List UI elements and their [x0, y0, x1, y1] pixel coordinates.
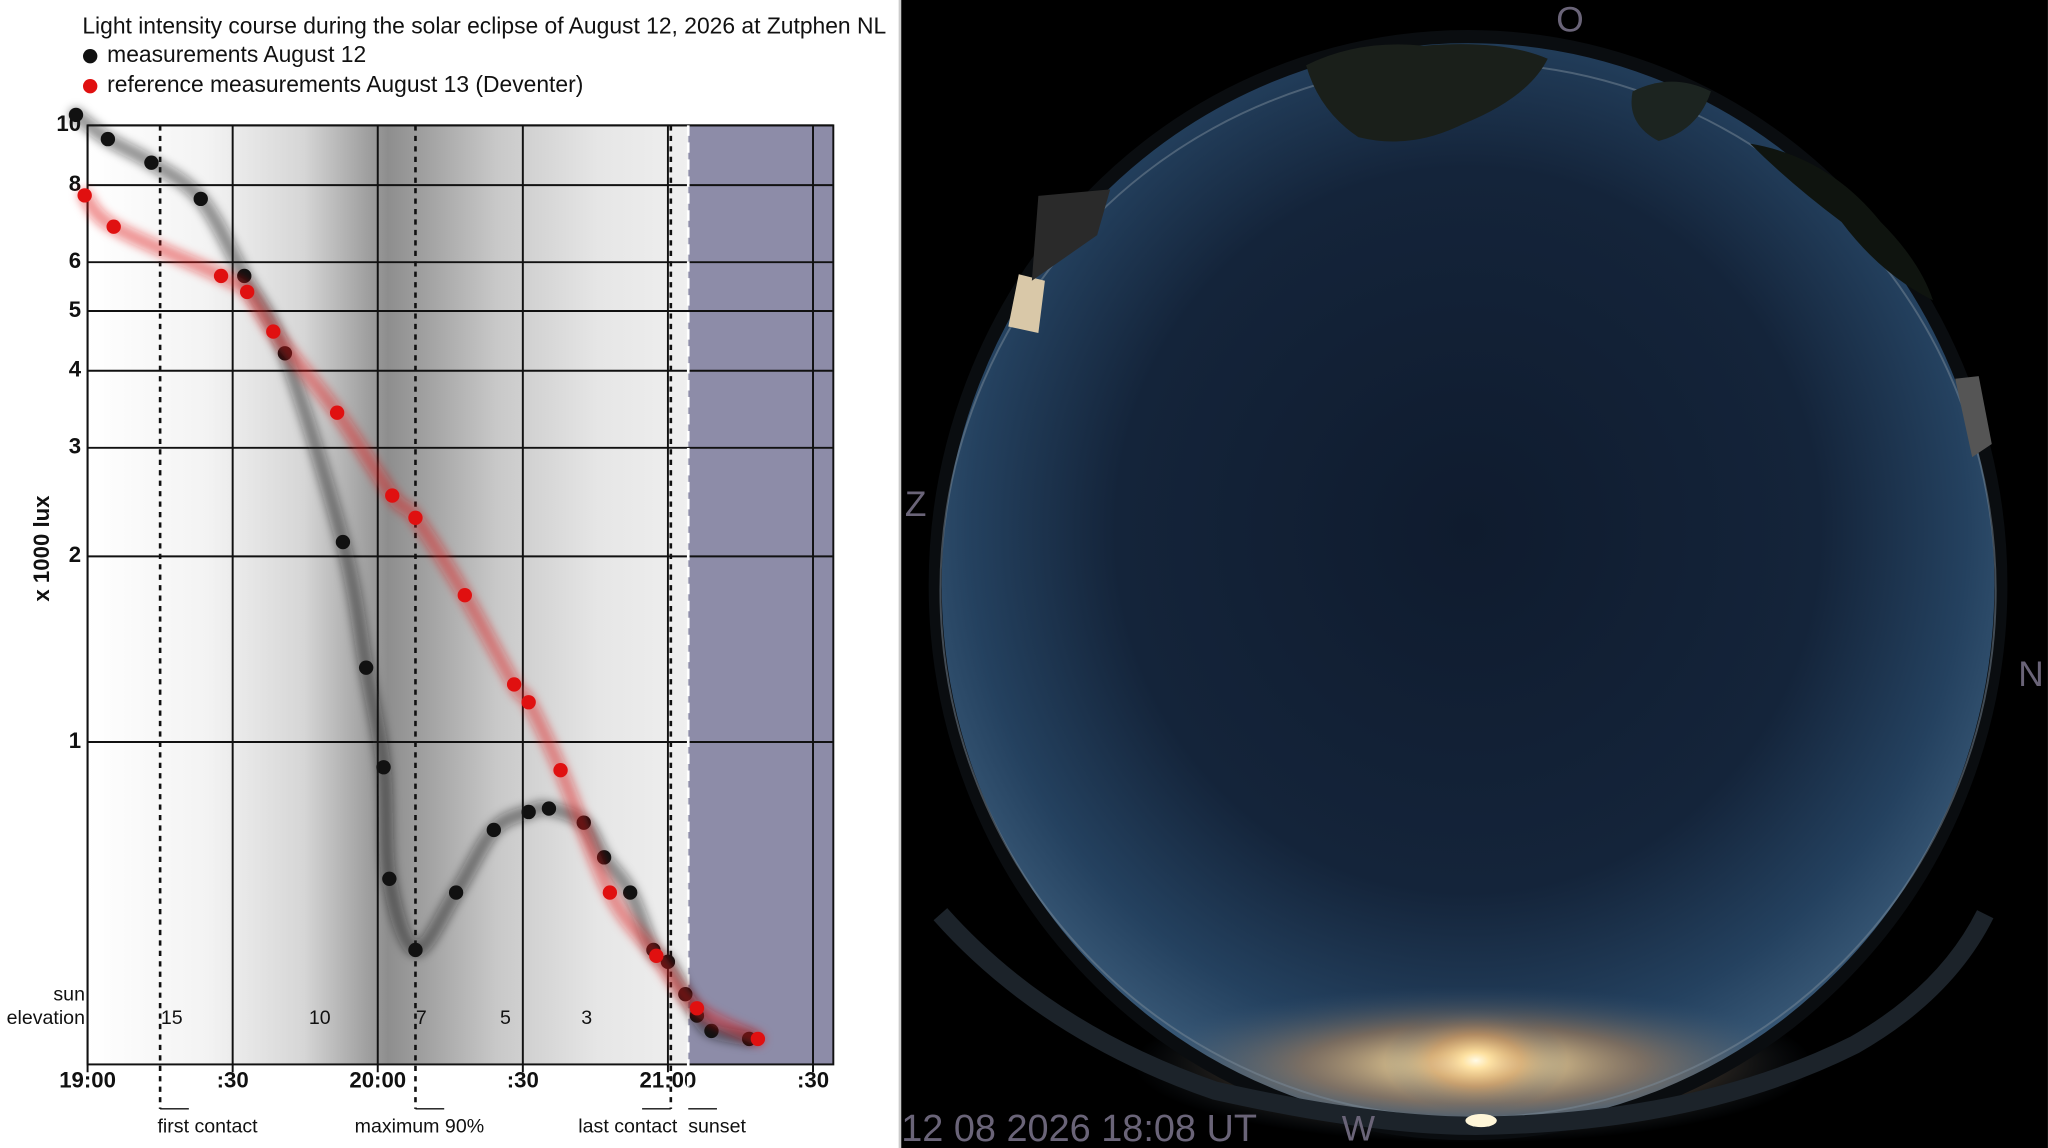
- legend-marker: [83, 79, 98, 94]
- photo-labels: O Z N W 12 08 2026 18:08 UT: [901, 1, 2043, 1148]
- trend-curve: [77, 188, 766, 1047]
- event-label: maximum 90%: [355, 1115, 484, 1137]
- event-label: sunset: [688, 1115, 746, 1137]
- data-point: [68, 107, 84, 123]
- data-point: [239, 284, 255, 300]
- data-point: [506, 677, 522, 692]
- data-point: [649, 948, 664, 964]
- y-tick-label: 8: [69, 171, 81, 196]
- direction-label: Z: [905, 485, 927, 524]
- data-point: [376, 760, 391, 775]
- sun-elevation-value: 7: [416, 1007, 427, 1029]
- data-point: [358, 660, 374, 675]
- data-point: [623, 885, 638, 900]
- sun-elevation-value: 15: [161, 1007, 183, 1029]
- y-axis-label: x 1000 lux: [29, 495, 54, 602]
- data-point: [553, 763, 568, 778]
- direction-label: O: [1556, 1, 1583, 40]
- data-point: [448, 885, 464, 900]
- data-point: [213, 268, 229, 284]
- sun-elevation-label: sun: [53, 983, 85, 1005]
- data-point: [521, 804, 536, 820]
- data-point: [689, 1001, 705, 1016]
- data-point: [266, 324, 281, 339]
- sun-reflection: [1465, 1114, 1497, 1128]
- legend-label: measurements August 12: [107, 41, 366, 67]
- direction-label: W: [1342, 1109, 1376, 1148]
- data-point: [100, 131, 116, 147]
- photo: O Z N W 12 08 2026 18:08 UT: [901, 0, 2048, 1148]
- tree: [1306, 44, 1548, 142]
- data-point: [457, 588, 472, 603]
- tree: [1750, 143, 1933, 301]
- data-point: [486, 822, 502, 838]
- x-tick-label: :30: [797, 1067, 829, 1092]
- building: [1955, 376, 1992, 458]
- y-tick-label: 3: [69, 434, 81, 459]
- event-label: last contact: [578, 1115, 678, 1137]
- building: [1008, 274, 1045, 334]
- data-point: [408, 510, 423, 525]
- x-tick-label: 20:00: [349, 1067, 406, 1092]
- data-point: [106, 219, 121, 234]
- data-point: [521, 695, 536, 710]
- sun: [1384, 1008, 1568, 1113]
- y-tick-label: 5: [69, 297, 81, 322]
- data-point: [329, 405, 345, 420]
- legend-label: reference measurements August 13 (Devent…: [107, 71, 583, 97]
- y-tick-label: 1: [69, 728, 81, 753]
- building: [1031, 189, 1111, 281]
- chart: 1 2 3 4 5 6 8 10 19:00 :30 20:00 :30 21:00 :30 first c…: [7, 41, 834, 1137]
- x-tick-label: 19:00: [59, 1067, 116, 1092]
- data-point: [77, 188, 92, 203]
- x-tick-label: :30: [507, 1067, 539, 1092]
- direction-label: N: [2018, 655, 2043, 694]
- sun-elevation-value: 3: [581, 1007, 592, 1029]
- data-point: [602, 885, 618, 900]
- sun-elevation-value: 5: [500, 1007, 511, 1029]
- sun-elevation-value: 10: [309, 1007, 331, 1029]
- data-point: [144, 155, 159, 170]
- after-sunset-area: [688, 125, 834, 1065]
- legend-marker: [83, 48, 98, 64]
- chart-title: Light intensity course during the solar …: [82, 12, 886, 38]
- y-tick-label: 2: [69, 542, 81, 567]
- data-point: [382, 871, 397, 886]
- data-point: [193, 191, 208, 207]
- event-label: first contact: [158, 1115, 259, 1137]
- sky-dome: [935, 36, 2001, 1134]
- y-tick-label: 4: [69, 357, 82, 382]
- tree: [1631, 81, 1711, 142]
- timestamp: 12 08 2026 18:08 UT: [901, 1108, 1257, 1148]
- data-point: [541, 801, 557, 816]
- data-point: [335, 534, 351, 550]
- eclipse-shading: [87, 125, 689, 1065]
- data-point: [750, 1031, 766, 1047]
- data-point: [408, 942, 423, 958]
- data-point: [385, 488, 400, 503]
- x-tick-label: :30: [217, 1067, 249, 1092]
- sun-elevation-label: elevation: [7, 1007, 85, 1029]
- x-tick-label: 21:00: [640, 1067, 697, 1092]
- y-tick-label: 6: [69, 248, 81, 273]
